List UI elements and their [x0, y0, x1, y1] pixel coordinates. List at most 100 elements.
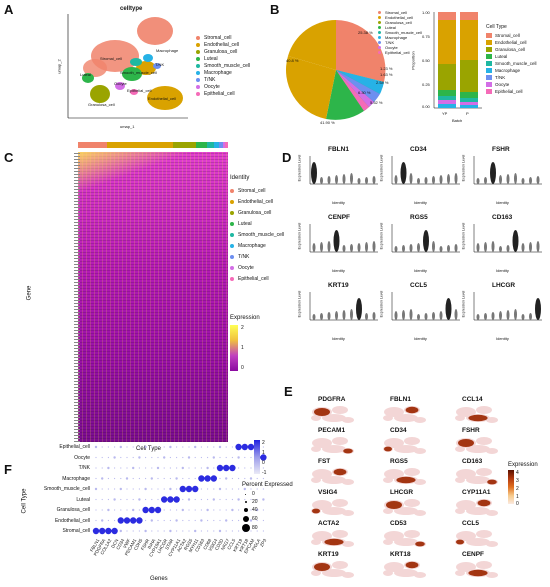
dotplot-dot — [194, 467, 196, 469]
dotplot-dot — [101, 477, 104, 480]
featureplot-gene-title: PDGFRA — [318, 396, 346, 403]
dotplot-dot — [169, 445, 172, 449]
violin-gene-title: FBLN1 — [328, 146, 349, 153]
dotplot-dot — [244, 467, 246, 469]
dotplot-dot — [188, 467, 190, 469]
dotplot-dot — [181, 508, 184, 512]
dotplot-dot — [107, 519, 109, 522]
umap-plot — [67, 14, 188, 119]
bar-ytick: 0.75 — [422, 34, 430, 39]
dotplot-dot — [200, 446, 202, 448]
featureplot-gene-title: LHCGR — [390, 489, 414, 496]
umap-label-granulosa: Granulosa_cell — [88, 102, 115, 107]
dotplot-dot — [138, 446, 140, 448]
violin-xlabel: Identity — [496, 336, 509, 341]
dotplot-dot — [210, 475, 217, 482]
umap-label-stromal: Stromal_cell — [100, 56, 123, 61]
dotplot-dot — [219, 456, 221, 459]
dotplot-dot — [262, 467, 264, 469]
dotplot-dot — [95, 509, 97, 511]
dotplot-dot — [101, 446, 103, 448]
dotplot-dot — [132, 508, 135, 512]
dotplot-color-legend: 2 1 0 -1 — [254, 440, 270, 476]
umap-label-smooth: Smooth_muscle_cell — [120, 70, 157, 75]
dotplot-dot — [169, 509, 171, 511]
dotplot-row-label: Stromal_cell — [62, 528, 90, 534]
pie-chart — [285, 20, 386, 120]
umap-legend: Stromal_cell Endothelial_cell Granulosa_… — [196, 34, 250, 97]
dotplot-dot — [185, 485, 193, 493]
pie-label: 40.8 % — [286, 58, 299, 63]
dotplot-dot — [144, 445, 147, 449]
featureplot-gene-title: CCL5 — [462, 520, 479, 527]
featureplot-gene-title: CD53 — [390, 520, 407, 527]
bar-ytick: 1.00 — [422, 10, 430, 15]
dotplot-dot — [213, 530, 215, 532]
dotplot-dot — [157, 488, 159, 490]
dotplot-dot — [188, 530, 190, 532]
dotplot-dot — [249, 477, 253, 480]
dotplot-dot — [250, 509, 252, 511]
violin-ylabel: Expression Level — [461, 290, 466, 318]
dotplot-dot — [132, 498, 134, 501]
dotplot-dot — [235, 443, 242, 451]
bar-ytick: 0.00 — [422, 104, 430, 109]
dotplot-dot — [120, 467, 122, 469]
dotplot-dot — [107, 456, 109, 459]
violin-subplot: CD163 Identity Expression Level — [461, 212, 546, 280]
dotplot-dot — [138, 488, 140, 490]
dotplot-dot — [229, 464, 236, 472]
heatmap-expression-legend: Expression 2 1 0 — [230, 315, 260, 371]
dotplot-dot — [249, 519, 253, 522]
dotplot-dot — [225, 530, 227, 532]
dotplot-dot — [194, 509, 196, 511]
violin-subplot: RGS5 Identity Expression Level — [379, 212, 464, 280]
violin-xlabel: Identity — [414, 268, 427, 273]
violin-ylabel: Expression Level — [297, 154, 302, 182]
featureplot-gene-title: CYP11A1 — [462, 489, 491, 496]
featureplot-subplot: FSHR — [444, 427, 516, 458]
dotplot-dot — [212, 456, 215, 459]
violin-subplot: FSHR Identity Expression Level — [461, 144, 546, 212]
violin-xlabel: Identity — [414, 336, 427, 341]
dotplot-dot — [231, 498, 233, 501]
pie-label: 6.30 % — [358, 90, 371, 95]
dotplot-dot — [107, 466, 110, 470]
dotplot-dot — [198, 475, 205, 482]
pie-label: 41.90 % — [320, 120, 335, 125]
dotplot-dot — [107, 508, 110, 512]
dotplot-dot — [219, 519, 221, 522]
dotplot-dot — [238, 519, 240, 522]
panel-c-heatmap: Gene Cell Type Identity Stromal_cell End… — [18, 140, 284, 460]
bar-xtick: YP — [442, 111, 448, 116]
dotplot-dot — [126, 467, 128, 469]
dotplot-dot — [145, 519, 147, 522]
dotplot-dot — [262, 509, 264, 511]
dotplot-dot — [231, 530, 233, 532]
dotplot-dot — [119, 445, 122, 449]
bar-legend: Cell Type Stromal_cell Endothelial_cell … — [486, 24, 537, 94]
dotplot-dot — [256, 530, 258, 532]
dotplot-dot — [225, 477, 228, 480]
dotplot-dot — [250, 498, 252, 501]
dotplot-dot — [150, 519, 153, 522]
bar-ytick: 0.50 — [422, 58, 430, 63]
dotplot-dot — [136, 517, 143, 524]
umap-label-epithelial: Epithelial_cell — [127, 88, 152, 93]
dotplot-dot — [130, 517, 137, 524]
dotplot-dot — [138, 477, 140, 480]
dotplot-dot — [144, 487, 147, 491]
dotplot-dot — [262, 477, 264, 480]
dotplot-dot — [176, 530, 178, 532]
dotplot-dot — [107, 498, 109, 501]
featureplot-subplot: CENPF — [444, 551, 516, 582]
violin-xlabel: Identity — [332, 200, 345, 205]
dotplot-dot — [120, 456, 122, 459]
dotplot-dot — [175, 519, 178, 522]
dotplot-dot — [176, 509, 178, 511]
dotplot-dot — [169, 487, 172, 491]
dotplot-dot — [238, 477, 240, 480]
featureplot-subplot: CD53 — [372, 520, 444, 551]
dotplot-dot — [123, 517, 131, 524]
dotplot-dot — [218, 445, 222, 449]
